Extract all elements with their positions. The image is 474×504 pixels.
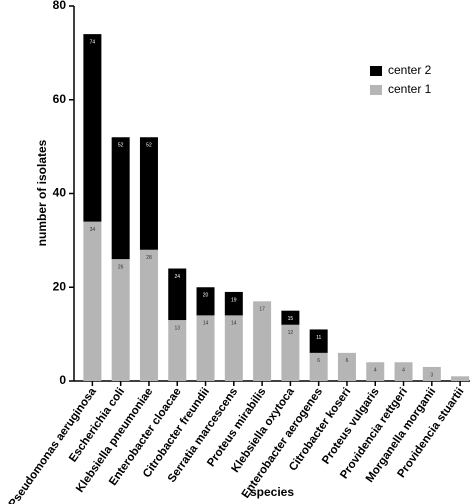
bar-segment xyxy=(83,221,102,381)
value-label: 4 xyxy=(374,368,377,374)
bar-segment xyxy=(337,352,356,381)
value-label: 17 xyxy=(259,307,265,313)
legend-label: center 2 xyxy=(388,63,432,77)
value-label: 6 xyxy=(346,358,349,364)
y-axis-title: number of isolates xyxy=(35,139,49,246)
total-label: 19 xyxy=(231,297,237,303)
bar-segment xyxy=(168,320,187,381)
total-label: 74 xyxy=(90,39,96,45)
total-label: 52 xyxy=(146,143,152,149)
value-label: 14 xyxy=(231,321,237,327)
value-label: 4 xyxy=(402,368,405,374)
total-label: 11 xyxy=(316,335,321,341)
y-tick-label: 0 xyxy=(59,373,66,387)
bar-segment xyxy=(224,291,243,316)
y-tick-label: 20 xyxy=(53,279,67,293)
y-tick-label: 60 xyxy=(53,92,67,106)
bar-segment xyxy=(422,366,441,381)
value-label: 34 xyxy=(90,227,96,233)
bar-segment xyxy=(168,268,187,321)
bar-segment xyxy=(196,315,215,381)
legend-label: center 1 xyxy=(388,82,432,96)
bar-segment xyxy=(281,324,300,381)
value-label: 12 xyxy=(288,330,294,336)
bar-segment xyxy=(224,315,243,381)
value-label: 6 xyxy=(317,358,320,364)
total-label: 24 xyxy=(174,274,180,280)
bar-segment xyxy=(281,310,300,325)
bar-segment xyxy=(309,352,328,381)
total-label: 52 xyxy=(118,143,124,149)
bar-segment xyxy=(253,301,272,381)
value-label: 3 xyxy=(430,372,433,378)
y-tick-label: 40 xyxy=(53,186,67,200)
value-label: 26 xyxy=(118,264,124,270)
value-label: 13 xyxy=(174,325,180,331)
bar-segment xyxy=(139,137,158,250)
bar-segment xyxy=(111,259,130,381)
bar-segment xyxy=(366,362,385,381)
y-tick-label: 80 xyxy=(53,0,67,12)
bar-segment xyxy=(394,362,413,381)
total-label: 20 xyxy=(203,293,209,299)
bar-segment xyxy=(196,287,215,316)
legend-swatch xyxy=(370,66,382,76)
legend-swatch xyxy=(370,85,382,95)
bar-segment xyxy=(111,137,130,260)
value-label: 28 xyxy=(146,255,152,261)
bar-segment xyxy=(83,34,102,222)
total-label: 15 xyxy=(288,316,294,322)
value-label: 14 xyxy=(203,321,209,327)
bar-segment xyxy=(139,249,158,381)
bar-segment xyxy=(451,376,470,381)
bar-segment xyxy=(309,329,328,353)
x-axis-title: species xyxy=(250,485,294,499)
